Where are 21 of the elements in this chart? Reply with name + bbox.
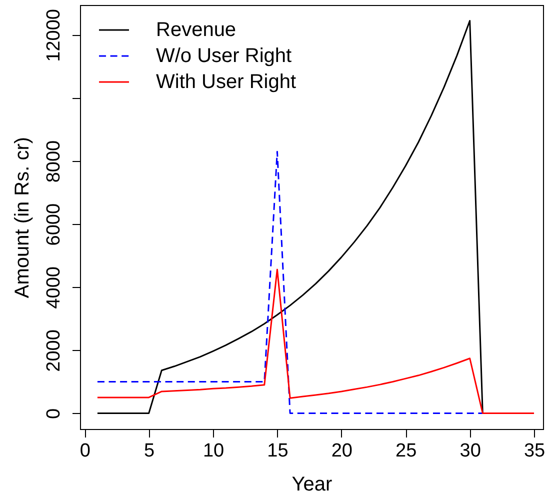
x-tick-label: 0 [80, 440, 90, 462]
legend-label: W/o User Right [156, 45, 292, 67]
y-tick-label: 8000 [44, 140, 64, 183]
x-axis-title: Year [292, 474, 333, 495]
line-series [96, 20, 484, 414]
x-tick-label: 5 [144, 440, 155, 462]
legend-label: With User Right [156, 71, 296, 93]
x-tick-label: 20 [331, 440, 352, 462]
x-tick-label: 15 [267, 440, 288, 462]
line-series [96, 268, 535, 414]
y-tick-label: 4000 [44, 266, 64, 309]
x-tick-label: 35 [524, 440, 545, 462]
y-tick-label: 2000 [44, 330, 64, 372]
y-tick-label: 0 [44, 408, 64, 420]
legend-label: Revenue [156, 19, 236, 41]
y-tick-label: 12000 [44, 9, 64, 62]
x-tick-label: 25 [396, 440, 417, 462]
y-axis-title: Amount (in Rs. cr) [12, 136, 34, 298]
x-tick-label: 10 [202, 440, 224, 462]
x-tick-label: 30 [460, 440, 481, 462]
y-tick-label: 6000 [44, 203, 64, 246]
